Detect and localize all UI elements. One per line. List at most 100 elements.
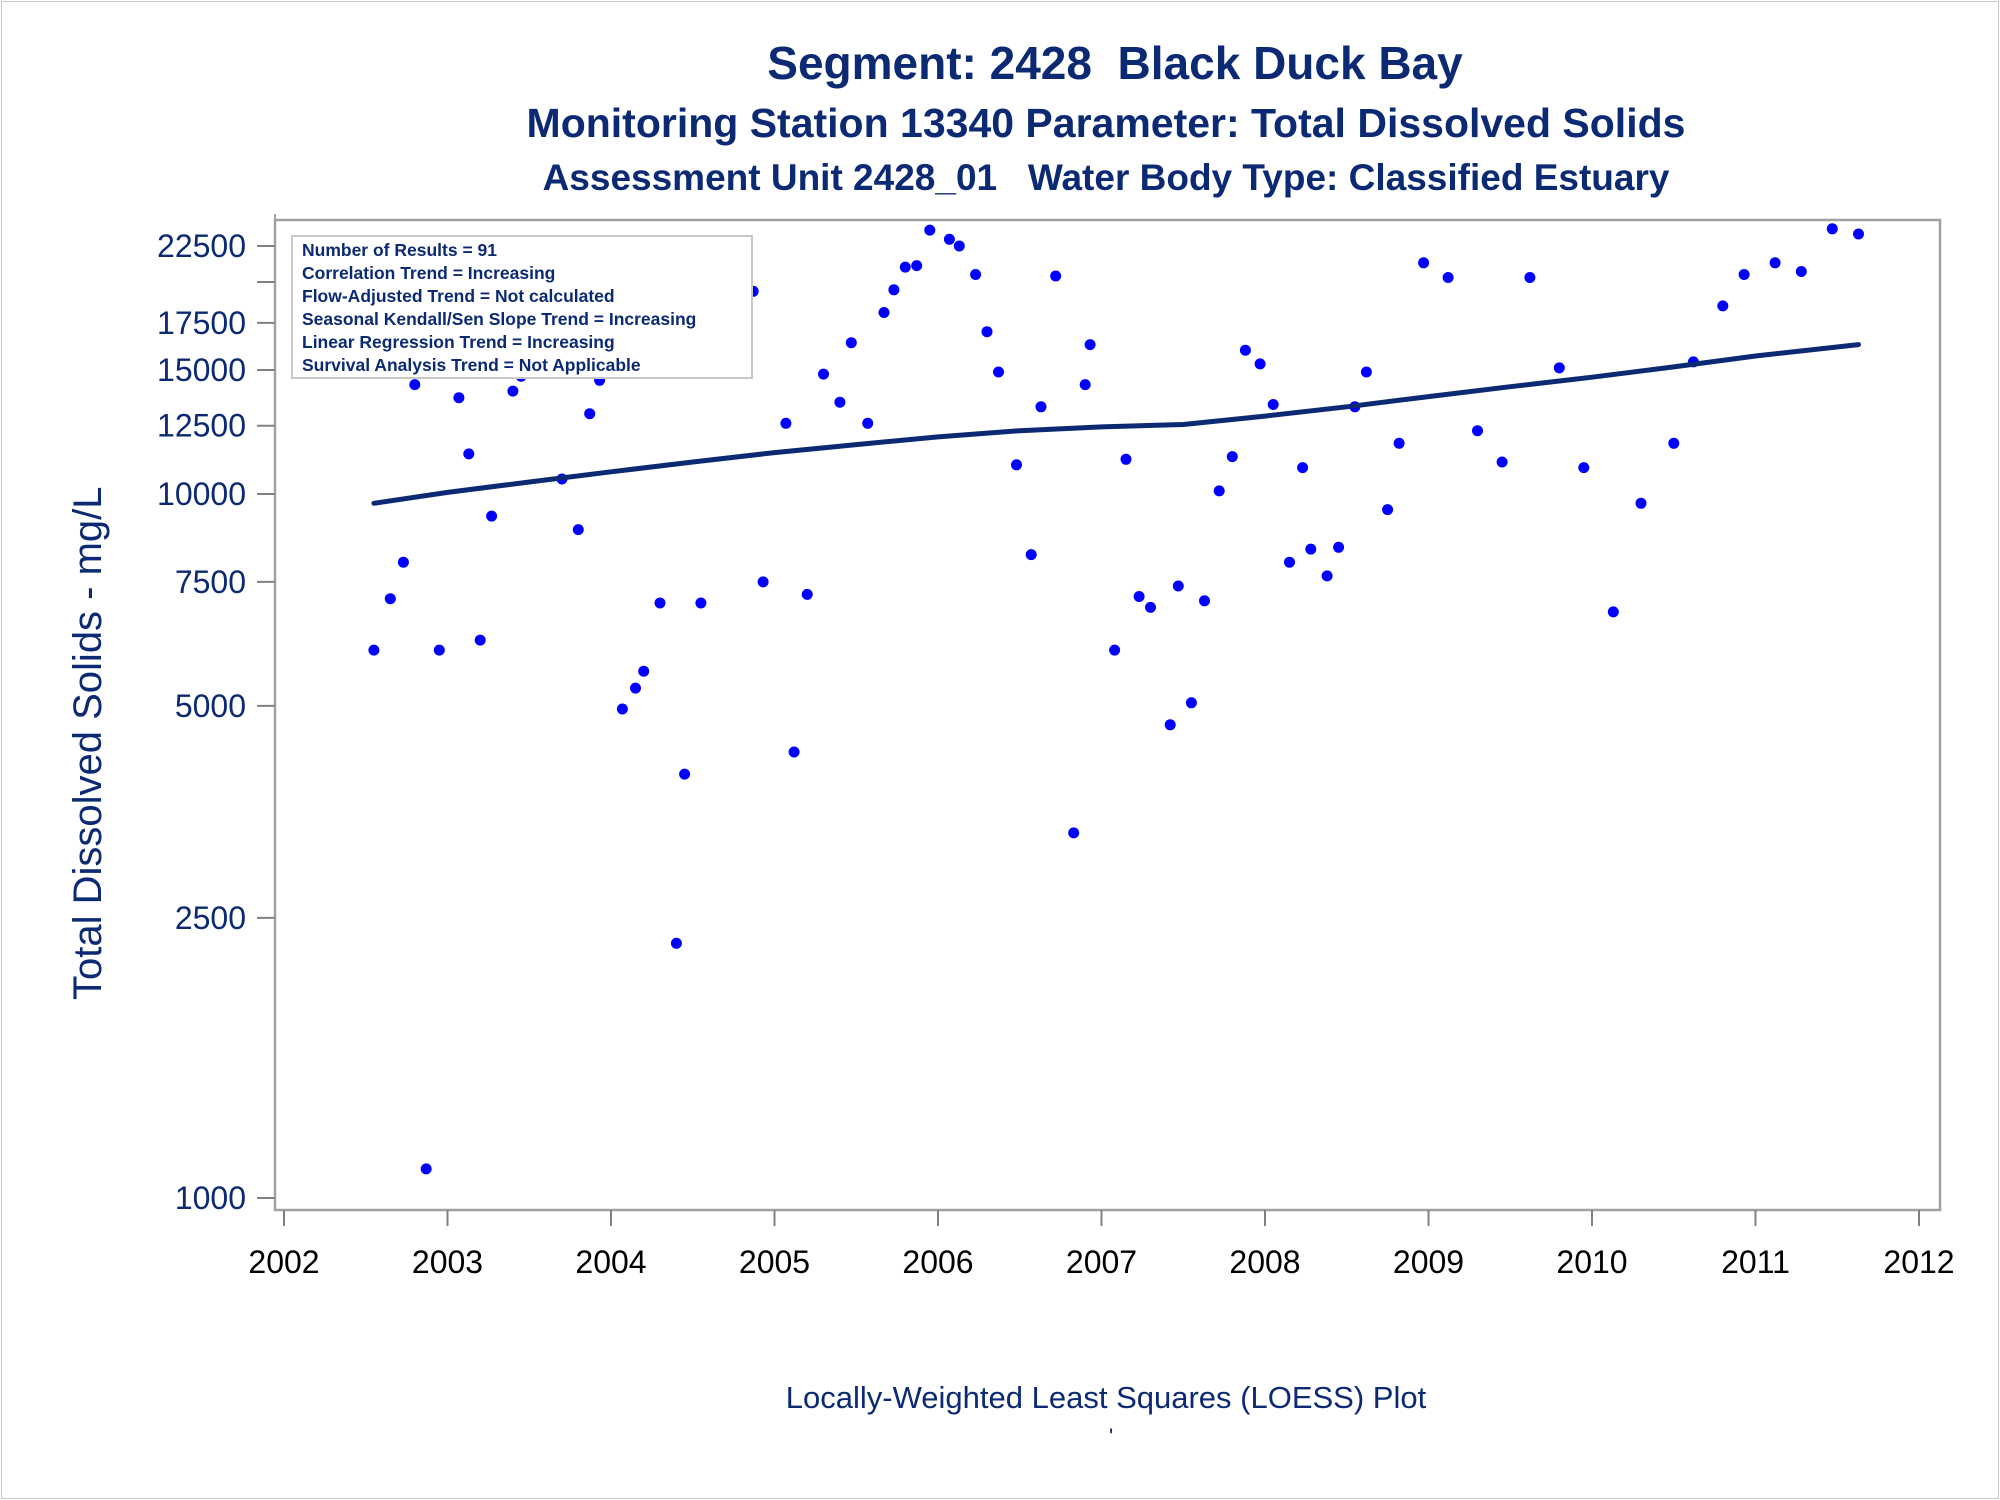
data-point xyxy=(507,385,519,397)
data-point xyxy=(1239,344,1251,356)
data-point xyxy=(970,269,982,280)
data-point xyxy=(924,224,936,236)
data-point xyxy=(1668,437,1680,449)
data-point xyxy=(1360,366,1372,378)
data-point xyxy=(368,644,380,656)
data-point xyxy=(801,588,813,600)
data-point xyxy=(420,1163,432,1175)
x-tick-label: 2004 xyxy=(575,1244,646,1280)
x-tick-label: 2005 xyxy=(739,1244,810,1280)
data-point xyxy=(1393,437,1405,449)
data-point xyxy=(463,448,475,460)
data-point xyxy=(1826,223,1838,235)
data-point xyxy=(1254,358,1266,370)
data-point xyxy=(1172,580,1184,592)
data-point xyxy=(1496,456,1508,468)
x-axis: 2002 2003 2004 2005 2006 2007 2008 2009 2010 2011… xyxy=(248,1210,1955,1280)
data-point xyxy=(433,644,445,656)
chart-subtitle-station: Monitoring Station 13340 Parameter: Tota… xyxy=(526,100,1686,146)
data-point xyxy=(888,284,900,296)
data-point xyxy=(1795,266,1807,277)
data-point xyxy=(953,240,965,252)
data-point xyxy=(757,576,769,588)
y-tick-label: 7500 xyxy=(175,564,246,600)
data-point xyxy=(1213,485,1225,497)
data-point xyxy=(638,665,650,677)
data-point xyxy=(780,417,792,429)
data-points xyxy=(368,223,1864,1175)
data-point xyxy=(993,366,1004,378)
stats-line: Seasonal Kendall/Sen Slope Trend = Incre… xyxy=(302,309,696,329)
x-tick-label: 2009 xyxy=(1393,1244,1464,1280)
data-point xyxy=(1109,644,1121,656)
data-point xyxy=(397,556,409,568)
data-point xyxy=(453,392,465,404)
data-point xyxy=(911,260,923,272)
data-point xyxy=(1145,601,1156,613)
data-point xyxy=(1120,453,1132,465)
data-point xyxy=(1607,606,1619,618)
x-tick-label: 2010 xyxy=(1556,1244,1627,1280)
data-point xyxy=(1050,270,1062,282)
data-point xyxy=(1079,379,1091,391)
data-point xyxy=(1382,504,1394,516)
x-tick-label: 2011 xyxy=(1721,1244,1790,1280)
data-point xyxy=(474,634,486,646)
stats-box: Number of Results = 91 Correlation Trend … xyxy=(291,235,753,379)
data-point xyxy=(1025,549,1037,561)
data-point xyxy=(1226,451,1238,463)
footer-mark: ' xyxy=(1109,1424,1114,1449)
y-axis: 1000 2500 5000 7500 10000 12500 15000 17500 2250… xyxy=(157,213,276,1216)
data-point xyxy=(1267,399,1279,410)
data-point xyxy=(1297,462,1309,474)
data-point xyxy=(409,379,421,391)
x-tick-label: 2007 xyxy=(1066,1244,1137,1280)
data-point xyxy=(1578,462,1590,474)
stats-line: Linear Regression Trend = Increasing xyxy=(302,332,615,352)
x-tick-label: 2003 xyxy=(412,1244,483,1280)
x-tick-label: 2008 xyxy=(1229,1244,1300,1280)
data-point xyxy=(695,597,707,609)
data-point xyxy=(1738,269,1750,280)
y-tick-label: 12500 xyxy=(157,408,246,444)
data-point xyxy=(1305,543,1317,555)
stats-line: Number of Results = 91 xyxy=(302,240,497,260)
data-point xyxy=(1164,719,1176,731)
x-tick-label: 2012 xyxy=(1883,1244,1954,1280)
data-point xyxy=(1185,697,1197,709)
data-point xyxy=(1553,362,1565,374)
data-point xyxy=(616,703,628,715)
data-point xyxy=(679,768,691,780)
data-point xyxy=(630,682,641,694)
y-tick-label: 5000 xyxy=(175,688,246,724)
data-point xyxy=(572,524,584,536)
loess-trend-line xyxy=(371,342,1861,506)
data-point xyxy=(1472,425,1483,437)
data-point xyxy=(1717,300,1729,312)
y-tick-label: 15000 xyxy=(157,352,246,388)
data-point xyxy=(845,337,857,349)
data-point xyxy=(981,326,993,338)
stats-line: Correlation Trend = Increasing xyxy=(302,263,555,283)
data-point xyxy=(584,408,596,420)
data-point xyxy=(1035,401,1047,413)
data-point xyxy=(670,937,682,949)
data-point xyxy=(1333,541,1345,553)
data-point xyxy=(834,396,846,408)
data-point xyxy=(1011,459,1022,471)
y-tick-label: 1000 xyxy=(175,1180,246,1216)
x-tick-label: 2002 xyxy=(248,1244,319,1280)
data-point xyxy=(899,261,911,273)
y-tick-label: 22500 xyxy=(157,228,246,264)
data-point xyxy=(1442,272,1454,283)
data-point xyxy=(1418,257,1430,269)
data-point xyxy=(1284,556,1295,568)
data-point xyxy=(654,597,666,609)
x-tick-label: 2006 xyxy=(902,1244,973,1280)
data-point xyxy=(878,307,890,318)
stats-box-border xyxy=(291,235,753,379)
data-point xyxy=(1524,272,1536,283)
y-tick-label: 10000 xyxy=(157,476,246,512)
